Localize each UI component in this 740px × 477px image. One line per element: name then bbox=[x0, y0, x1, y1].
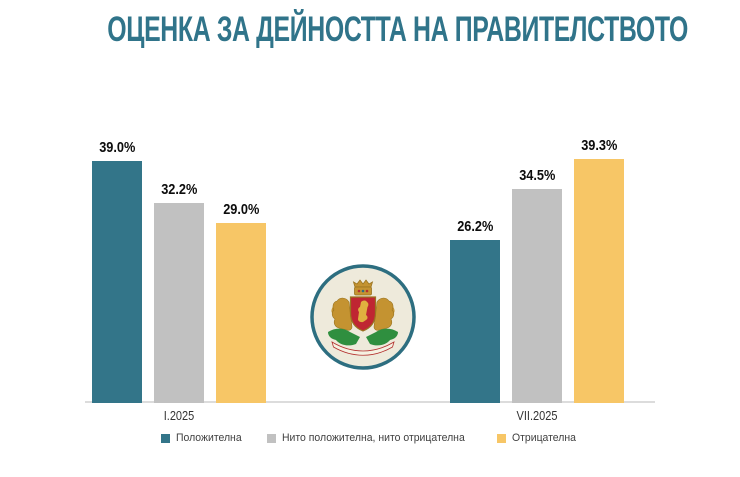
x-axis-label: VII.2025 bbox=[516, 409, 558, 423]
bar-value-label: 34.5% bbox=[518, 167, 556, 184]
legend-label: Отрицателна bbox=[511, 432, 576, 444]
x-axis-label: I.2025 bbox=[163, 409, 195, 423]
x-axis-line bbox=[85, 401, 655, 403]
bar-positive bbox=[450, 240, 500, 403]
bar-value-label: 32.2% bbox=[160, 181, 198, 198]
bar-value-label: 39.0% bbox=[98, 139, 136, 156]
legend-label: Нито положителна, нито отрицателна bbox=[282, 432, 465, 444]
bar-column: 39.0% bbox=[92, 139, 142, 403]
bar-negative bbox=[216, 223, 266, 403]
bar-column: 34.5% bbox=[512, 167, 562, 403]
bar-column: 26.2% bbox=[450, 218, 500, 403]
legend-item-positive: Положителна bbox=[161, 432, 245, 444]
bar-column: 29.0% bbox=[216, 201, 266, 403]
bar-value-label: 29.0% bbox=[222, 201, 260, 218]
bar-neutral bbox=[154, 203, 204, 403]
legend-item-negative: Отрицателна bbox=[496, 432, 579, 444]
bar-neutral bbox=[512, 189, 562, 403]
bar-negative bbox=[574, 159, 624, 403]
bar-positive bbox=[92, 161, 142, 403]
bar-value-label: 39.3% bbox=[580, 137, 618, 154]
bar-column: 32.2% bbox=[154, 181, 204, 403]
bar-column: 39.3% bbox=[574, 137, 624, 403]
legend-swatch-negative bbox=[496, 433, 506, 443]
bar-group: 26.2% 34.5% 39.3% bbox=[450, 137, 624, 403]
legend-item-neutral: Нито положителна, нито отрицателна bbox=[267, 432, 474, 444]
page-title: ОЦЕНКА ЗА ДЕЙНОСТТА НА ПРАВИТЕЛСТВОТО bbox=[107, 10, 689, 49]
chart-legend: Положителна Нито положителна, нито отрица… bbox=[0, 432, 740, 444]
bar-group: 39.0% 32.2% 29.0% bbox=[92, 139, 266, 403]
legend-swatch-neutral bbox=[267, 433, 277, 443]
legend-label: Положителна bbox=[176, 432, 242, 444]
legend-swatch-positive bbox=[161, 433, 171, 443]
bar-chart: 39.0% 32.2% 29.0% I.2025 26.2% 34.5% 39.3% VII.… bbox=[85, 133, 655, 423]
bulgaria-coat-of-arms-icon bbox=[308, 262, 418, 372]
bar-value-label: 26.2% bbox=[456, 218, 494, 235]
